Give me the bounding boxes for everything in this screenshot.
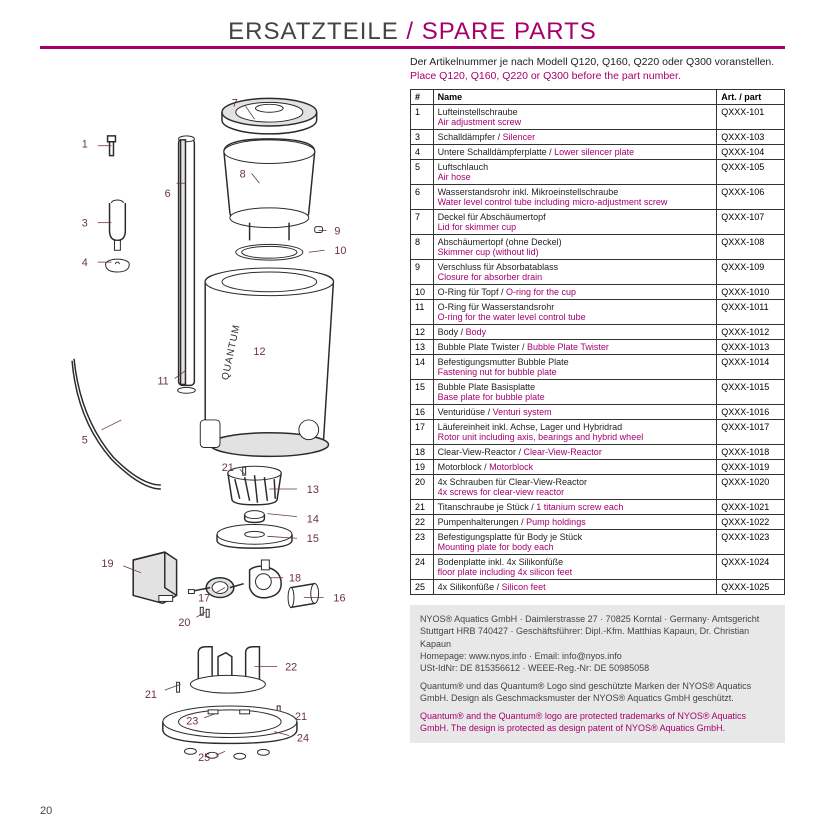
th-num: # bbox=[411, 90, 434, 105]
parts-table: # Name Art. / part 1Lufteinstellschraube… bbox=[410, 89, 785, 595]
svg-text:4: 4 bbox=[82, 257, 88, 269]
table-row: 15Bubble Plate BasisplatteBase plate for… bbox=[411, 380, 785, 405]
title-sep: / bbox=[406, 18, 414, 45]
table-row: 14Befestigungsmutter Bubble PlateFasteni… bbox=[411, 355, 785, 380]
svg-text:16: 16 bbox=[333, 592, 345, 604]
table-row: 24Bodenplatte inkl. 4x Silikonfüßefloor … bbox=[411, 555, 785, 580]
intro-en: Place Q120, Q160, Q220 or Q300 before th… bbox=[410, 70, 681, 82]
table-row: 8Abschäumertopf (ohne Deckel)Skimmer cup… bbox=[411, 235, 785, 260]
page-number: 20 bbox=[40, 805, 52, 817]
svg-text:8: 8 bbox=[240, 168, 246, 180]
footer-l2: Homepage: www.nyos.info · Email: info@ny… bbox=[420, 650, 775, 662]
svg-text:17: 17 bbox=[198, 592, 210, 604]
svg-text:7: 7 bbox=[232, 97, 238, 109]
footer-box: NYOS® Aquatics GmbH · Daimlerstrasse 27 … bbox=[410, 605, 785, 742]
svg-text:20: 20 bbox=[178, 617, 190, 629]
svg-text:14: 14 bbox=[307, 514, 319, 526]
svg-text:23: 23 bbox=[186, 716, 198, 728]
intro-text: Der Artikelnummer je nach Modell Q120, Q… bbox=[410, 55, 785, 83]
svg-text:15: 15 bbox=[307, 533, 319, 545]
title-en: SPARE PARTS bbox=[422, 18, 597, 45]
table-row: 7Deckel für AbschäumertopfLid for skimme… bbox=[411, 210, 785, 235]
table-row: 3Schalldämpfer / SilencerQXXX-103 bbox=[411, 130, 785, 145]
svg-text:12: 12 bbox=[253, 346, 265, 358]
table-row: 6Wasserstandsrohr inkl. Mikroeinstellsch… bbox=[411, 185, 785, 210]
svg-text:13: 13 bbox=[307, 484, 319, 496]
table-row: 18Clear-View-Reactor / Clear-View-Reacto… bbox=[411, 445, 785, 460]
title-de: ERSATZTEILE bbox=[228, 18, 399, 45]
svg-text:18: 18 bbox=[289, 573, 301, 585]
svg-text:6: 6 bbox=[165, 188, 171, 200]
svg-text:1: 1 bbox=[82, 139, 88, 151]
table-row: 22Pumpenhalterungen / Pump holdingsQXXX-… bbox=[411, 515, 785, 530]
svg-text:24: 24 bbox=[297, 732, 309, 744]
table-row: 23Befestigungsplatte für Body je StückMo… bbox=[411, 530, 785, 555]
footer-l4en: Quantum® and the Quantum® logo are prote… bbox=[420, 710, 775, 734]
svg-text:9: 9 bbox=[334, 226, 340, 238]
table-row: 12Body / BodyQXXX-1012 bbox=[411, 325, 785, 340]
exploded-diagram: QUANTUM bbox=[40, 55, 400, 780]
th-part: Art. / part bbox=[717, 90, 785, 105]
svg-text:5: 5 bbox=[82, 435, 88, 447]
table-row: 1LufteinstellschraubeAir adjustment scre… bbox=[411, 105, 785, 130]
page-title: ERSATZTEILE / SPARE PARTS bbox=[40, 18, 785, 49]
table-row: 19Motorblock / MotorblockQXXX-1019 bbox=[411, 460, 785, 475]
table-row: 11O-Ring für WasserstandsrohrO-ring for … bbox=[411, 300, 785, 325]
svg-text:25: 25 bbox=[198, 752, 210, 764]
footer-l1: NYOS® Aquatics GmbH · Daimlerstrasse 27 … bbox=[420, 613, 775, 649]
svg-text:3: 3 bbox=[82, 218, 88, 230]
table-row: 5LuftschlauchAir hoseQXXX-105 bbox=[411, 160, 785, 185]
intro-de: Der Artikelnummer je nach Modell Q120, Q… bbox=[410, 56, 774, 68]
svg-text:22: 22 bbox=[285, 661, 297, 673]
svg-text:19: 19 bbox=[101, 558, 113, 570]
table-row: 4Untere Schalldämpferplatte / Lower sile… bbox=[411, 145, 785, 160]
table-row: 21Titanschraube je Stück / 1 titanium sc… bbox=[411, 500, 785, 515]
diagram-svg: QUANTUM bbox=[40, 55, 400, 775]
table-row: 254x Silikonfüße / Silicon feetQXXX-1025 bbox=[411, 580, 785, 595]
svg-text:21: 21 bbox=[145, 689, 157, 701]
table-row: 17Läufereinheit inkl. Achse, Lager und H… bbox=[411, 420, 785, 445]
table-row: 204x Schrauben für Clear-View-Reactor4x … bbox=[411, 475, 785, 500]
footer-l3: USt-IdNr: DE 815356612 · WEEE-Reg.-Nr: D… bbox=[420, 662, 775, 674]
svg-text:10: 10 bbox=[334, 245, 346, 257]
svg-text:21: 21 bbox=[222, 462, 234, 474]
footer-l4de: Quantum® und das Quantum® Logo sind gesc… bbox=[420, 680, 775, 704]
table-row: 10O-Ring für Topf / O-ring for the cupQX… bbox=[411, 285, 785, 300]
th-name: Name bbox=[433, 90, 717, 105]
svg-text:11: 11 bbox=[157, 375, 168, 387]
table-row: 13Bubble Plate Twister / Bubble Plate Tw… bbox=[411, 340, 785, 355]
table-row: 9Verschluss für AbsorbatablassClosure fo… bbox=[411, 260, 785, 285]
svg-text:21: 21 bbox=[295, 711, 307, 723]
table-row: 16Venturidüse / Venturi systemQXXX-1016 bbox=[411, 405, 785, 420]
